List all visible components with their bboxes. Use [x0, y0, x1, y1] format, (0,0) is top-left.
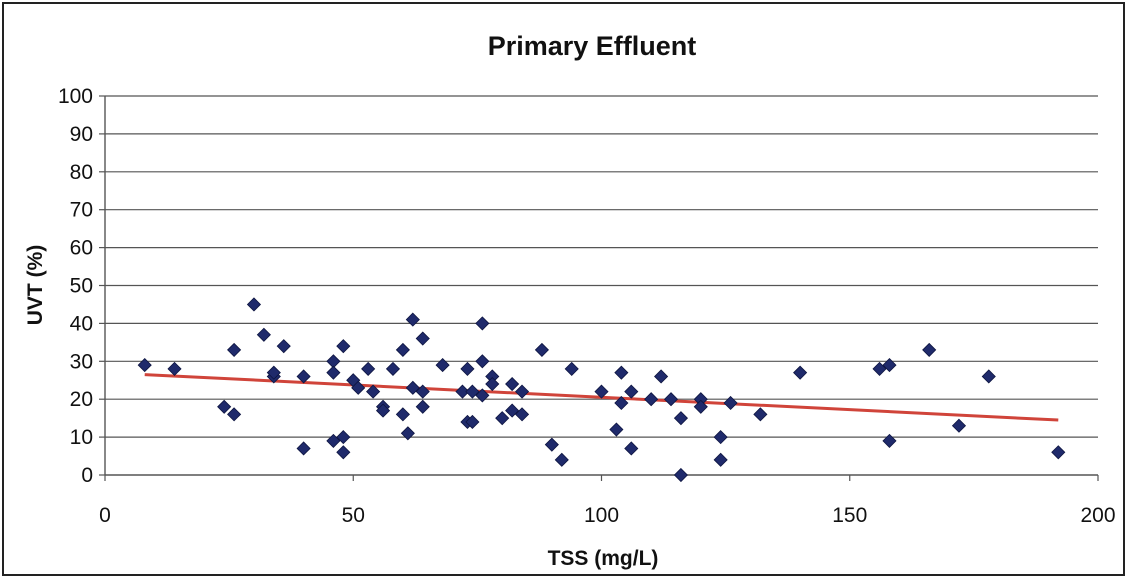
y-tick-label-60: 60: [70, 237, 93, 260]
data-point-59: [644, 392, 659, 407]
data-point-74: [922, 342, 937, 357]
data-point-8: [266, 365, 281, 380]
data-point-13: [326, 365, 341, 380]
data-point-57: [624, 384, 639, 399]
data-point-34: [455, 384, 470, 399]
data-point-60: [654, 369, 669, 384]
y-tick-label-70: 70: [70, 199, 93, 222]
data-point-0: [137, 358, 152, 373]
data-point-56: [614, 395, 629, 411]
data-point-43: [485, 376, 500, 392]
data-point-32: [415, 399, 430, 414]
data-point-45: [505, 376, 520, 392]
y-tick-label-20: 20: [70, 388, 93, 411]
data-point-40: [475, 354, 490, 369]
x-tick-label-100: 100: [584, 504, 619, 527]
data-point-51: [554, 452, 569, 467]
data-point-48: [514, 407, 530, 422]
data-point-33: [435, 358, 450, 373]
data-point-58: [624, 441, 639, 456]
data-point-47: [514, 384, 530, 399]
data-point-38: [465, 384, 480, 399]
data-point-11: [296, 441, 311, 456]
y-tick-label-90: 90: [70, 123, 93, 146]
data-point-46: [505, 403, 520, 418]
data-point-35: [460, 361, 475, 376]
tick-labels: 0 10 20 30 40 50 60 70 80 90 100 0 50 100 150 200: [58, 85, 1116, 527]
data-point-54: [609, 422, 624, 437]
y-tick-label-100: 100: [58, 85, 93, 108]
data-point-14: [326, 433, 341, 448]
data-point-3: [227, 407, 242, 422]
data-point-2: [217, 399, 232, 414]
x-tick-label-0: 0: [99, 504, 111, 527]
data-point-27: [400, 426, 415, 441]
data-point-39: [475, 316, 490, 331]
data-point-72: [882, 358, 897, 373]
data-point-19: [351, 380, 366, 395]
data-point-55: [614, 365, 629, 380]
data-point-28: [405, 312, 420, 327]
data-point-69: [753, 407, 768, 422]
data-point-29: [405, 380, 420, 395]
data-point-10: [296, 369, 311, 384]
data-point-66: [713, 430, 728, 445]
data-point-4: [227, 342, 242, 357]
data-point-9: [276, 339, 291, 354]
data-point-68: [723, 395, 738, 411]
y-tick-label-50: 50: [70, 275, 93, 298]
x-tick-label-200: 200: [1080, 504, 1115, 527]
data-point-25: [395, 342, 410, 357]
data-point-16: [336, 445, 351, 460]
data-point-30: [415, 331, 430, 346]
y-axis-label: UVT (%): [24, 245, 47, 326]
data-point-67: [713, 452, 728, 467]
data-point-75: [951, 418, 967, 433]
x-tick-label-50: 50: [342, 504, 365, 527]
data-point-77: [1051, 445, 1066, 460]
data-point-41: [475, 388, 490, 403]
y-tick-label-40: 40: [70, 312, 93, 335]
data-point-1: [167, 361, 182, 376]
chart-title: Primary Effluent: [488, 31, 697, 61]
data-point-53: [594, 384, 609, 399]
data-point-76: [981, 369, 996, 384]
x-axis-label: TSS (mg/L): [548, 547, 659, 570]
data-point-50: [544, 437, 559, 452]
data-point-26: [395, 407, 410, 422]
data-point-52: [564, 361, 579, 376]
x-tick-label-150: 150: [832, 504, 867, 527]
data-point-31: [415, 384, 430, 399]
data-point-23: [375, 403, 391, 418]
data-point-63: [673, 467, 689, 483]
data-point-65: [693, 399, 708, 414]
data-point-15: [336, 430, 351, 445]
gridlines: [105, 95, 1098, 438]
data-point-20: [361, 361, 376, 376]
data-point-24: [385, 361, 401, 376]
data-point-71: [872, 361, 887, 376]
data-point-37: [465, 414, 480, 430]
data-points: [137, 297, 1066, 483]
data-point-6: [256, 327, 271, 342]
y-tick-label-80: 80: [70, 161, 93, 184]
data-point-21: [366, 384, 381, 399]
data-point-61: [663, 392, 679, 407]
data-point-62: [673, 411, 689, 426]
data-point-44: [495, 411, 510, 426]
y-tick-label-10: 10: [70, 426, 93, 449]
y-tick-label-0: 0: [81, 464, 93, 487]
data-point-49: [534, 342, 549, 357]
data-point-70: [793, 365, 808, 380]
axes: [99, 95, 1099, 481]
data-point-17: [336, 339, 351, 354]
y-tick-label-30: 30: [70, 350, 93, 373]
data-point-5: [246, 297, 262, 312]
data-point-73: [882, 433, 897, 448]
